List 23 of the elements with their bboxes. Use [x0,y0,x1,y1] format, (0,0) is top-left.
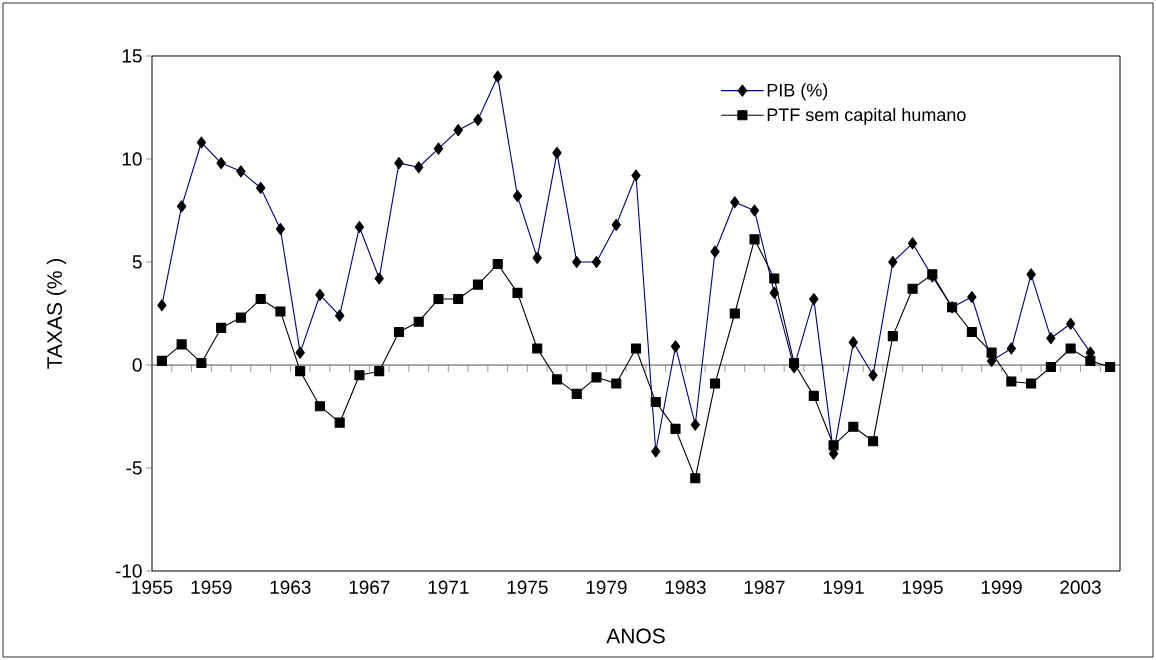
y-tick-label: 10 [122,152,142,166]
x-tick-label: 1975 [507,580,548,594]
y-tick-label: 0 [132,358,142,372]
x-tick-label: 1971 [428,580,469,594]
x-tick-label: 1979 [586,580,627,594]
y-tick-label: -5 [126,461,142,475]
x-tick-label: 1995 [902,580,943,594]
x-tick-label: 1983 [665,580,706,594]
x-tick-label: 1955 [132,580,173,594]
x-axis-title: ANOS [606,628,665,644]
x-tick-label: 1959 [191,580,232,594]
legend-label: PTF sem capital humano [767,107,966,125]
legend-label: PIB (%) [767,83,828,101]
x-tick-label: 1987 [744,580,785,594]
y-tick-label: -10 [115,564,142,578]
x-tick-label: 2003 [1060,580,1101,594]
x-tick-label: 1967 [349,580,390,594]
y-axis-title: TAXAS (% ) [46,258,67,369]
x-tick-label: 1991 [823,580,864,594]
x-tick-label: 1999 [981,580,1022,594]
y-tick-label: 15 [122,49,142,63]
x-tick-label: 1963 [270,580,311,594]
y-tick-label: 5 [132,255,142,269]
